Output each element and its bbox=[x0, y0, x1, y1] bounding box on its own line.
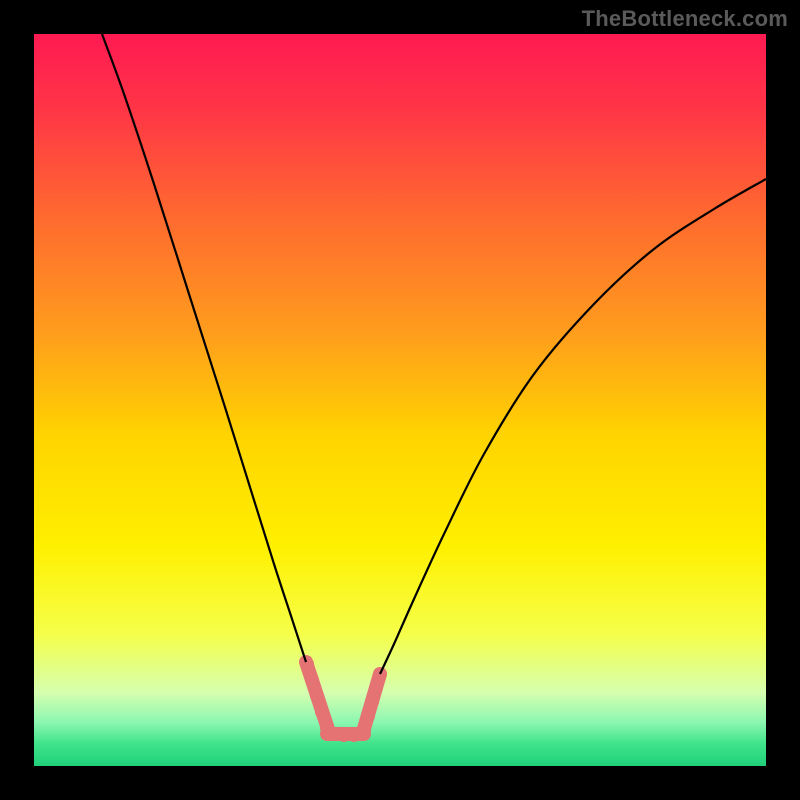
curve-right-branch bbox=[380, 179, 766, 674]
curve-layer bbox=[34, 34, 766, 766]
plot-area bbox=[34, 34, 766, 766]
curve-left-branch bbox=[102, 34, 306, 662]
bottom-highlight bbox=[300, 657, 387, 742]
chart-frame: TheBottleneck.com bbox=[0, 0, 800, 800]
watermark-text: TheBottleneck.com bbox=[582, 6, 788, 32]
